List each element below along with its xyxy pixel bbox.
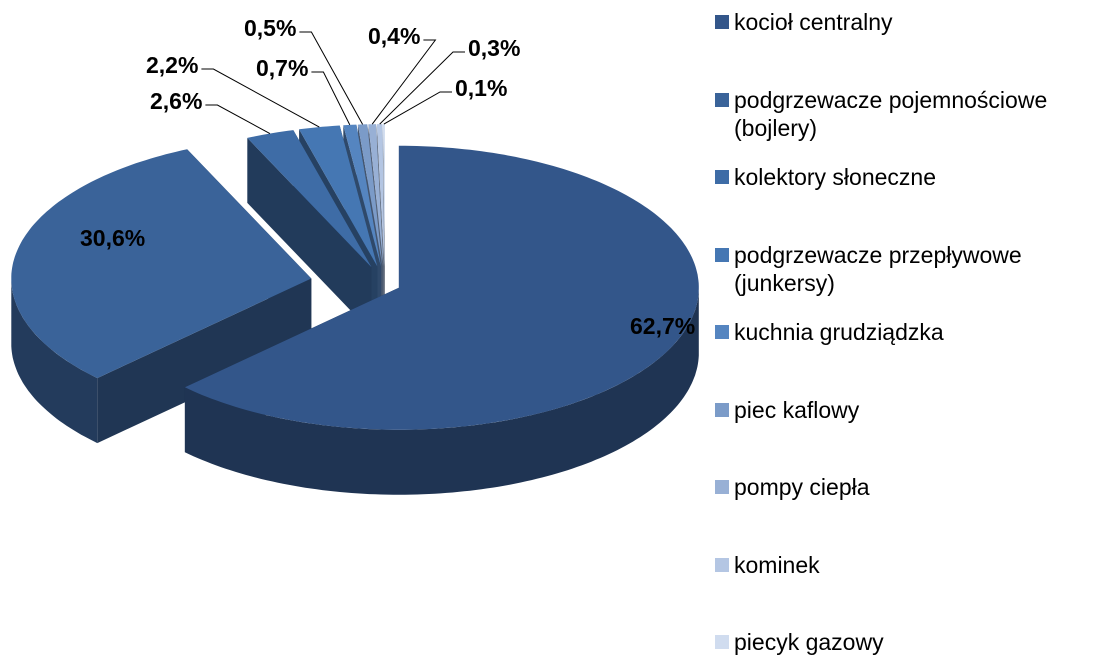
legend-label: pompy ciepła	[734, 474, 870, 500]
legend-swatch	[715, 92, 729, 107]
leader-line	[371, 39, 437, 125]
value-label: 2,6%	[150, 88, 202, 114]
legend-item: pompy ciepła	[715, 473, 1092, 501]
legend-label: kominek	[734, 551, 820, 578]
legend-label: piec kaflowy	[734, 396, 860, 423]
legend-item: kolektory słoneczne	[715, 163, 1092, 191]
leader-line	[201, 68, 320, 128]
slice-side	[247, 137, 372, 333]
legend-item: podgrzewacze pojemnościowe (bojlery)	[715, 86, 1092, 142]
slice	[343, 124, 381, 267]
legend-label: kocioł centralny	[734, 9, 893, 35]
legend-swatch	[715, 247, 729, 262]
legend-swatch	[715, 170, 729, 184]
legend-swatch	[715, 325, 729, 339]
slice	[184, 145, 699, 430]
leader-line	[383, 91, 452, 125]
legend-swatch	[715, 557, 729, 572]
legend-swatch	[715, 15, 729, 29]
legend-item: podgrzewacze przepływowe (junkersy)	[715, 241, 1092, 297]
value-label: 0,1%	[455, 75, 507, 101]
legend-item: piec kaflowy	[715, 396, 1092, 424]
slice	[299, 125, 378, 267]
chart: 62,7% 30,6% 2,6% 2,2% 0,7% 0,5% 0,4% 0,3% 0,1%	[11, 15, 699, 495]
legend-swatch	[715, 402, 729, 417]
legend-swatch	[715, 635, 729, 649]
value-label: 0,7%	[256, 55, 308, 81]
slice-side	[184, 287, 699, 495]
leader-line	[311, 71, 351, 126]
slice	[368, 124, 384, 267]
value-label: 62,7%	[630, 313, 695, 339]
leader-line	[205, 104, 271, 135]
slice	[357, 124, 383, 267]
value-label: 2,2%	[146, 52, 198, 78]
legend-swatch	[715, 480, 729, 494]
legend-label: piecyk gazowy	[734, 629, 884, 655]
legend-item: kominek	[715, 551, 1092, 579]
value-label: 0,5%	[244, 15, 296, 41]
value-label: 30,6%	[80, 225, 145, 251]
legend-label: podgrzewacze pojemnościowe (bojlery)	[734, 86, 1048, 141]
legend-label: kolektory słoneczne	[734, 164, 936, 190]
slice-side	[383, 124, 385, 332]
legend-label: kuchnia grudziądzka	[734, 319, 944, 345]
slice-side	[97, 278, 312, 444]
legend-item: kuchnia grudziądzka	[715, 318, 1092, 346]
slice	[11, 149, 312, 379]
value-label: 0,3%	[468, 35, 520, 61]
legend-item: piecyk gazowy	[715, 628, 1092, 656]
value-label: 0,4%	[368, 23, 420, 49]
slice	[376, 124, 385, 267]
legend-item: kocioł centralny	[715, 8, 1092, 36]
slice	[247, 130, 372, 268]
legend-label: podgrzewacze przepływowe (junkersy)	[734, 241, 1022, 296]
leader-line	[379, 51, 465, 125]
leader-line	[299, 31, 364, 125]
slice-side	[11, 278, 98, 444]
slice	[383, 124, 385, 267]
